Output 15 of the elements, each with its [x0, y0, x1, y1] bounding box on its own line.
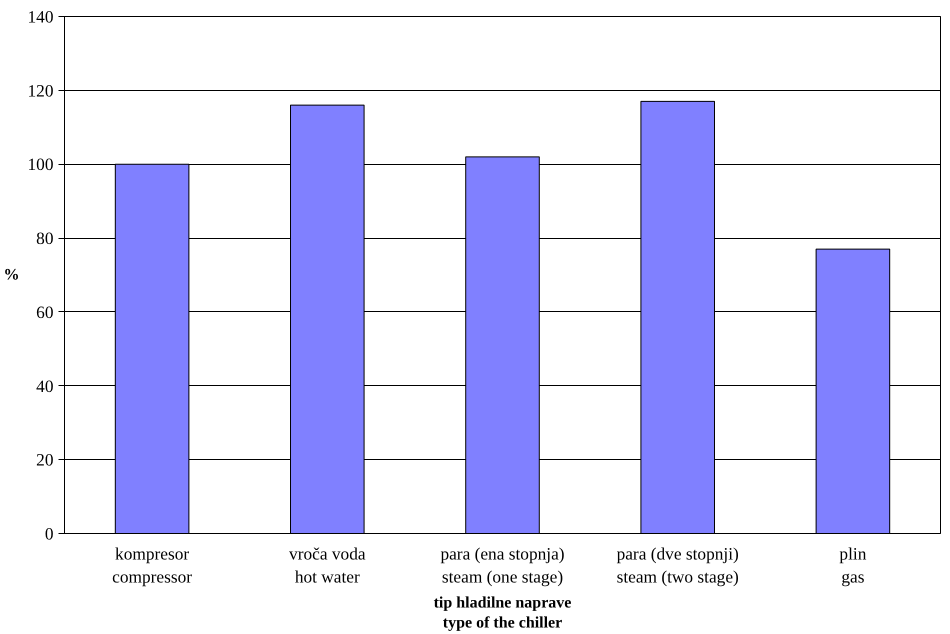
y-tick-label: 60: [36, 302, 54, 322]
y-tick-label: 80: [36, 229, 54, 248]
x-tick-label: para (ena stopnja) steam (one stage): [440, 544, 565, 586]
x-tick-label: vroča voda hot water: [289, 544, 366, 586]
y-tick-label: 0: [44, 524, 54, 544]
x-tick-label: plin gas: [839, 544, 867, 586]
y-axis-title: %: [4, 266, 20, 284]
x-tick-label: para (dve stopnji) steam (two stage): [616, 544, 740, 586]
y-tick-label: 40: [36, 376, 54, 396]
x-axis-title: tip hladilne naprave type of the chiller: [434, 594, 572, 632]
y-tick-label: 20: [36, 450, 54, 470]
x-tick-label: kompresor compressor: [112, 544, 192, 586]
y-tick-label: 140: [28, 8, 54, 26]
y-tick-label: 120: [28, 81, 54, 100]
y-tick-label: 100: [28, 155, 54, 174]
